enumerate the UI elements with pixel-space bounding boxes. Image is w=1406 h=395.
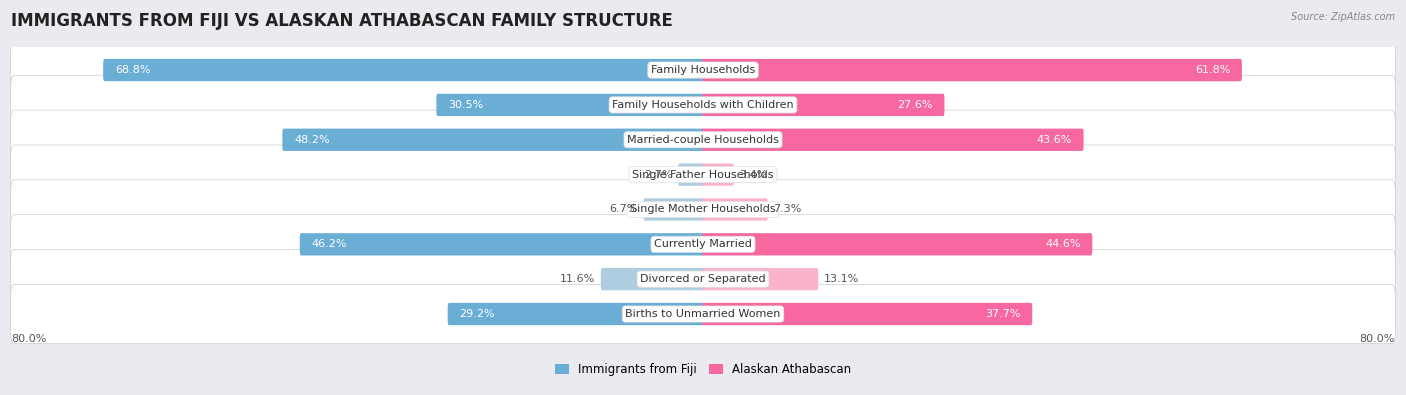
FancyBboxPatch shape	[702, 198, 768, 221]
FancyBboxPatch shape	[702, 94, 945, 116]
Text: 11.6%: 11.6%	[560, 274, 595, 284]
FancyBboxPatch shape	[10, 180, 1396, 239]
Text: 29.2%: 29.2%	[460, 309, 495, 319]
FancyBboxPatch shape	[10, 250, 1396, 309]
FancyBboxPatch shape	[10, 145, 1396, 204]
FancyBboxPatch shape	[678, 164, 704, 186]
FancyBboxPatch shape	[299, 233, 704, 256]
FancyBboxPatch shape	[702, 164, 734, 186]
FancyBboxPatch shape	[10, 110, 1396, 169]
Text: Family Households with Children: Family Households with Children	[612, 100, 794, 110]
Text: Single Father Households: Single Father Households	[633, 169, 773, 180]
Text: 2.7%: 2.7%	[644, 169, 672, 180]
Text: 44.6%: 44.6%	[1045, 239, 1081, 249]
Text: IMMIGRANTS FROM FIJI VS ALASKAN ATHABASCAN FAMILY STRUCTURE: IMMIGRANTS FROM FIJI VS ALASKAN ATHABASC…	[11, 12, 673, 30]
FancyBboxPatch shape	[644, 198, 704, 221]
Text: Divorced or Separated: Divorced or Separated	[640, 274, 766, 284]
FancyBboxPatch shape	[447, 303, 704, 325]
FancyBboxPatch shape	[10, 40, 1396, 100]
FancyBboxPatch shape	[702, 268, 818, 290]
Text: 37.7%: 37.7%	[986, 309, 1021, 319]
Text: 30.5%: 30.5%	[449, 100, 484, 110]
Text: Source: ZipAtlas.com: Source: ZipAtlas.com	[1291, 12, 1395, 22]
Text: 13.1%: 13.1%	[824, 274, 859, 284]
FancyBboxPatch shape	[436, 94, 704, 116]
Text: 27.6%: 27.6%	[897, 100, 932, 110]
Text: 48.2%: 48.2%	[294, 135, 330, 145]
Text: Currently Married: Currently Married	[654, 239, 752, 249]
FancyBboxPatch shape	[283, 129, 704, 151]
Text: 7.3%: 7.3%	[773, 205, 801, 214]
FancyBboxPatch shape	[702, 129, 1084, 151]
Text: 3.4%: 3.4%	[740, 169, 768, 180]
Text: 80.0%: 80.0%	[11, 334, 46, 344]
Text: 43.6%: 43.6%	[1036, 135, 1071, 145]
Text: Single Mother Households: Single Mother Households	[630, 205, 776, 214]
Text: 68.8%: 68.8%	[115, 65, 150, 75]
FancyBboxPatch shape	[10, 75, 1396, 135]
Text: Family Households: Family Households	[651, 65, 755, 75]
Legend: Immigrants from Fiji, Alaskan Athabascan: Immigrants from Fiji, Alaskan Athabascan	[554, 363, 852, 376]
FancyBboxPatch shape	[702, 233, 1092, 256]
FancyBboxPatch shape	[10, 215, 1396, 274]
Text: 46.2%: 46.2%	[312, 239, 347, 249]
Text: 61.8%: 61.8%	[1195, 65, 1230, 75]
FancyBboxPatch shape	[10, 284, 1396, 344]
FancyBboxPatch shape	[702, 303, 1032, 325]
Text: 80.0%: 80.0%	[1360, 334, 1395, 344]
Text: Married-couple Households: Married-couple Households	[627, 135, 779, 145]
Text: Births to Unmarried Women: Births to Unmarried Women	[626, 309, 780, 319]
FancyBboxPatch shape	[702, 59, 1241, 81]
Text: 6.7%: 6.7%	[609, 205, 638, 214]
FancyBboxPatch shape	[600, 268, 704, 290]
FancyBboxPatch shape	[103, 59, 704, 81]
